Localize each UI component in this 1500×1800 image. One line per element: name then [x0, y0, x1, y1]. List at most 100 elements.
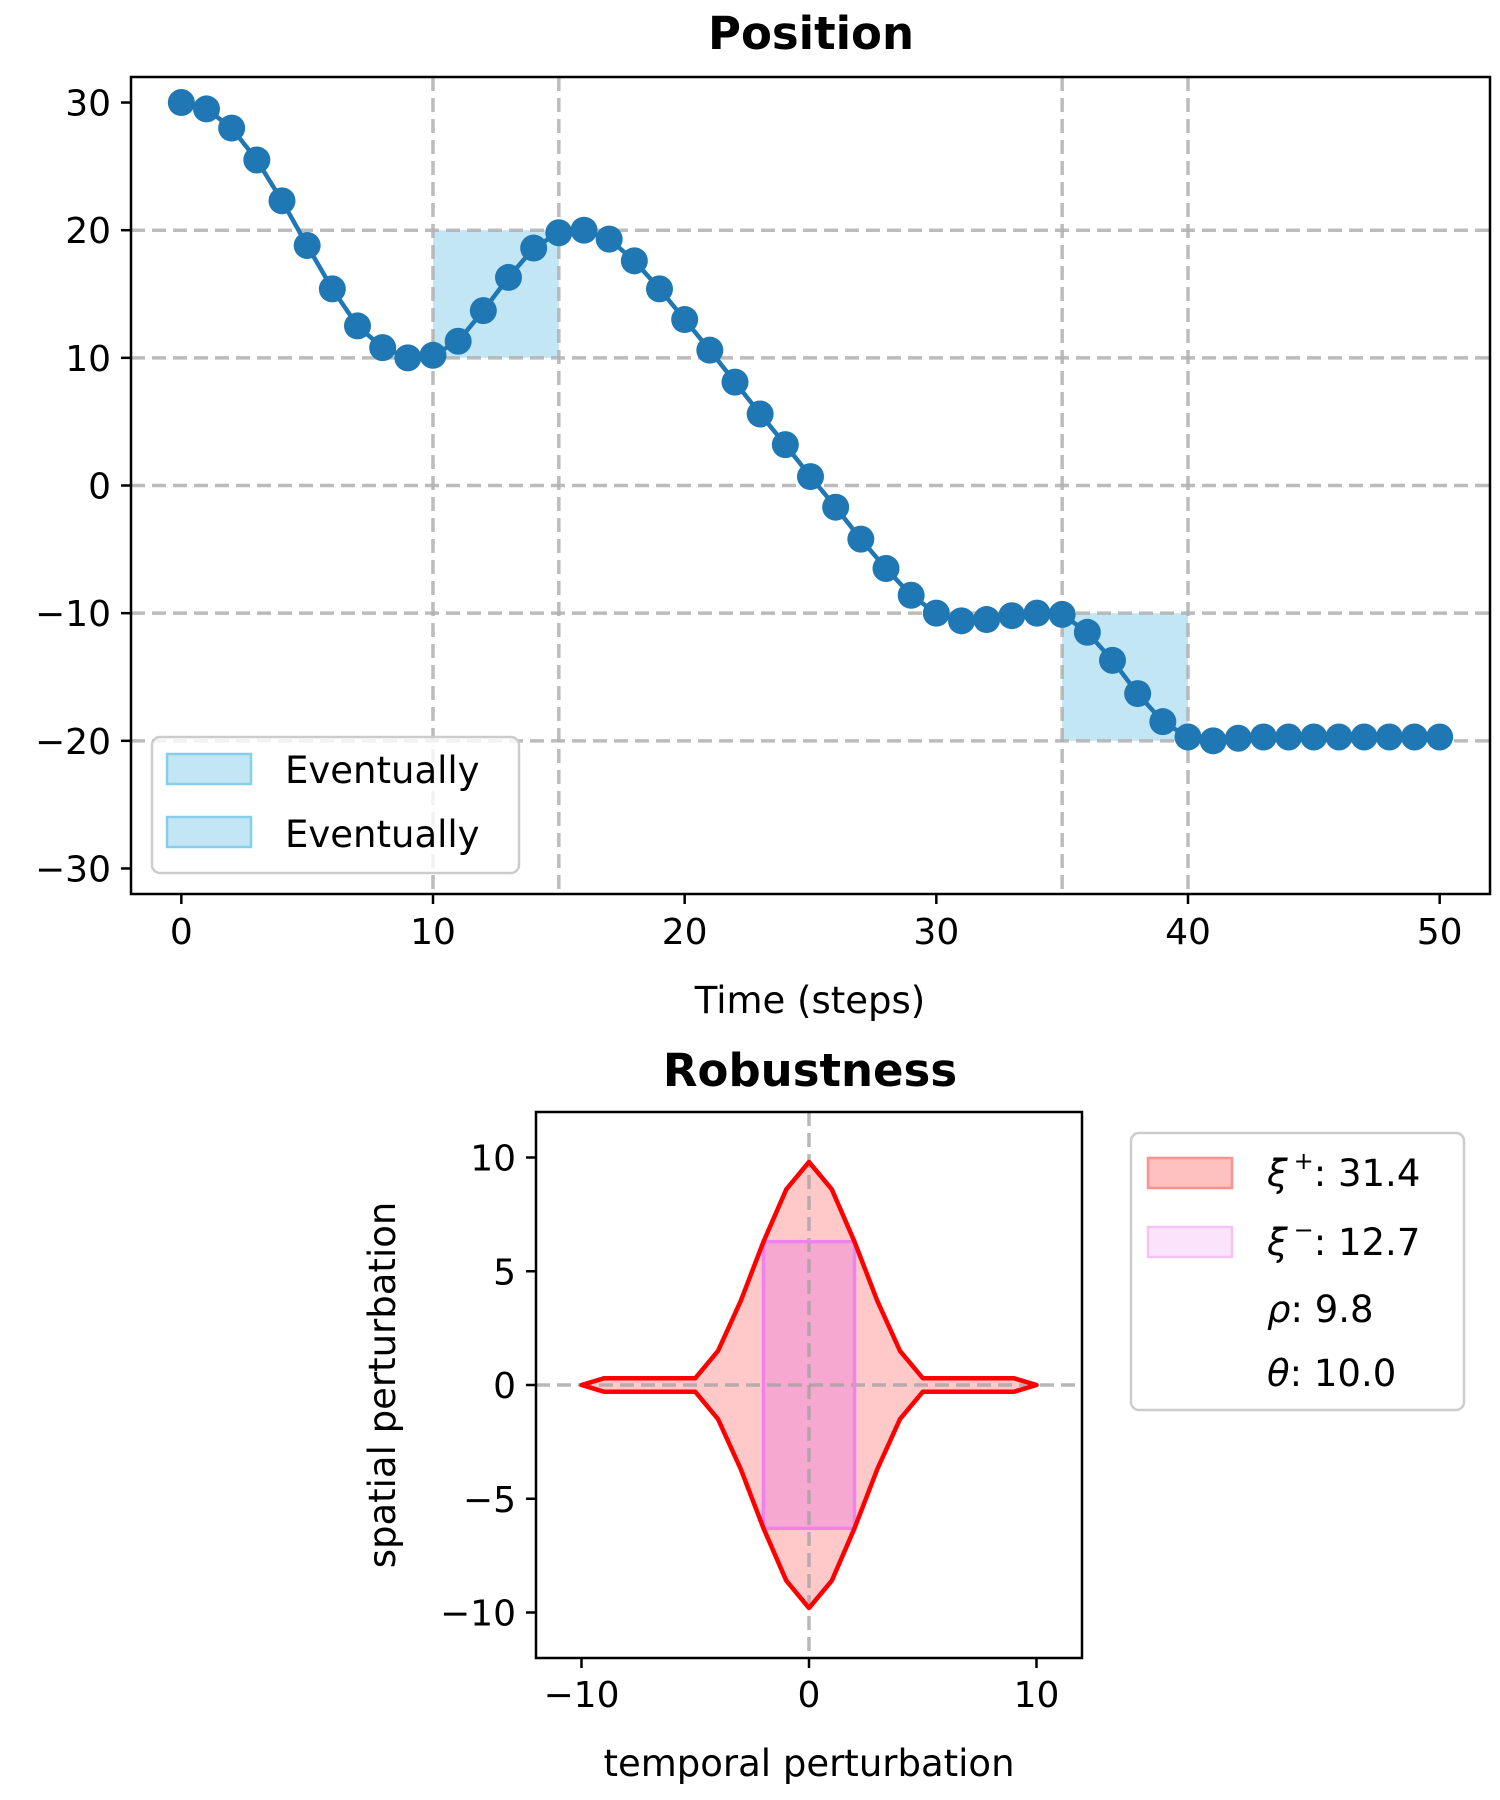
- robustness-grid: [536, 1112, 1082, 1658]
- robust-y-tick-label-5: 5: [493, 1252, 516, 1293]
- position-point-9: [394, 344, 422, 372]
- position-point-36: [1073, 618, 1101, 646]
- position-point-39: [1149, 708, 1177, 736]
- legend-swatch-eventually-2: [165, 815, 253, 849]
- robustness-x-axis-label: temporal perturbation: [603, 1742, 1014, 1785]
- position-point-19: [646, 275, 673, 303]
- position-point-37: [1099, 646, 1126, 674]
- position-point-0: [167, 89, 195, 117]
- x-tick-label-30: 30: [913, 912, 959, 953]
- position-point-16: [570, 216, 598, 244]
- position-title: Position: [708, 7, 914, 60]
- position-point-44: [1275, 723, 1303, 751]
- robustness-y-axis-label: spatial perturbation: [361, 1202, 404, 1569]
- position-x-ticks: 0 10 20 30 40 50: [170, 894, 1463, 953]
- x-tick-label-10: 10: [410, 912, 456, 953]
- rho-symbol: ρ: [1267, 1288, 1291, 1331]
- position-point-21: [696, 336, 724, 364]
- position-point-35: [1048, 600, 1076, 628]
- position-point-32: [973, 606, 1001, 634]
- xi-plus-symbol: ξ: [1266, 1152, 1288, 1195]
- position-point-2: [218, 114, 246, 142]
- x-tick-label-50: 50: [1417, 912, 1463, 953]
- rho-value: : 9.8: [1291, 1288, 1374, 1331]
- position-point-27: [847, 525, 875, 553]
- position-point-45: [1300, 723, 1328, 751]
- position-line: [180, 100, 1440, 744]
- position-y-ticks: −30 −20 −10 0 10 20 30: [35, 84, 131, 890]
- x-tick-label-0: 0: [170, 912, 193, 953]
- xi-minus-sup: −: [1294, 1216, 1314, 1244]
- position-point-46: [1325, 723, 1353, 751]
- robust-y-tick-label-0: 0: [493, 1366, 516, 1407]
- robust-x-tick-label--10: −10: [544, 1675, 620, 1716]
- position-point-18: [620, 247, 648, 275]
- position-point-30: [922, 599, 950, 627]
- legend-swatch-eventually-1: [165, 752, 253, 786]
- position-point-49: [1401, 723, 1428, 751]
- position-series: [167, 89, 1454, 755]
- position-point-8: [369, 334, 397, 362]
- theta-value: : 10.0: [1290, 1352, 1397, 1395]
- legend-swatch-xi-minus: [1146, 1225, 1234, 1259]
- position-point-17: [595, 225, 623, 253]
- position-point-20: [671, 306, 699, 334]
- position-point-33: [998, 602, 1026, 630]
- legend-label-xi-plus: ξ +: 31.4: [1266, 1147, 1420, 1195]
- y-tick-label--20: −20: [35, 722, 111, 763]
- position-point-14: [520, 234, 548, 262]
- position-point-7: [344, 312, 371, 340]
- position-point-40: [1174, 723, 1202, 751]
- position-point-34: [1023, 599, 1051, 627]
- position-point-43: [1250, 723, 1277, 751]
- robustness-y-ticks: −10 −5 0 5 10: [440, 1139, 536, 1635]
- xi-minus-region-edge: [761, 1239, 857, 1531]
- position-point-50: [1426, 723, 1454, 751]
- legend-label-rho: ρ: 9.8: [1267, 1288, 1374, 1331]
- legend-label-theta: θ: 10.0: [1267, 1352, 1396, 1395]
- position-point-15: [545, 219, 573, 247]
- y-tick-label-30: 30: [65, 84, 111, 125]
- position-point-25: [797, 463, 824, 491]
- x-tick-label-40: 40: [1165, 912, 1211, 953]
- position-point-24: [771, 431, 799, 459]
- position-point-13: [495, 263, 522, 291]
- position-point-11: [444, 327, 472, 355]
- position-point-41: [1199, 727, 1227, 755]
- position-point-5: [293, 232, 321, 260]
- position-chart: Position 0 10 20 30 40 50 −30 −20 −10 0 10 20 30 Ti…: [35, 7, 1492, 1022]
- robust-y-tick-label--10: −10: [440, 1594, 516, 1635]
- robustness-region-edges: [579, 1159, 1039, 1611]
- xi-plus-region-edge: [579, 1159, 1039, 1611]
- robust-x-tick-label-0: 0: [798, 1675, 821, 1716]
- position-point-1: [193, 95, 220, 123]
- robustness-title: Robustness: [663, 1044, 957, 1097]
- legend-swatch-xi-plus: [1146, 1156, 1234, 1190]
- position-point-42: [1224, 724, 1252, 752]
- robustness-x-ticks: −10 0 10: [544, 1658, 1060, 1716]
- position-point-22: [721, 368, 749, 396]
- position-point-3: [243, 146, 271, 174]
- robustness-chart: Robustness −10 0 10 −10 −5 0 5 10 temporal per…: [361, 1044, 1466, 1785]
- xi-minus-value: : 12.7: [1314, 1221, 1421, 1264]
- position-point-29: [897, 581, 925, 609]
- y-tick-label--30: −30: [35, 849, 111, 890]
- legend-label-xi-minus: ξ −: 12.7: [1266, 1216, 1420, 1264]
- position-legend: Eventually Eventually: [150, 735, 521, 875]
- position-point-38: [1124, 680, 1152, 708]
- position-point-23: [746, 400, 774, 428]
- legend-label-eventually-1: Eventually: [285, 749, 480, 792]
- position-point-10: [419, 341, 447, 369]
- robust-x-tick-label-10: 10: [1014, 1675, 1060, 1716]
- position-point-47: [1350, 723, 1378, 751]
- position-point-26: [822, 493, 850, 521]
- robust-y-tick-label-10: 10: [470, 1139, 516, 1180]
- y-tick-label-0: 0: [88, 467, 111, 508]
- theta-symbol: θ: [1267, 1352, 1290, 1395]
- robustness-legend: ξ +: 31.4 ξ −: 12.7 ρ: 9.8 θ: 10.0: [1129, 1131, 1466, 1412]
- x-tick-label-20: 20: [662, 912, 708, 953]
- position-point-31: [948, 607, 975, 635]
- position-point-6: [318, 275, 346, 303]
- y-tick-label--10: −10: [35, 594, 111, 635]
